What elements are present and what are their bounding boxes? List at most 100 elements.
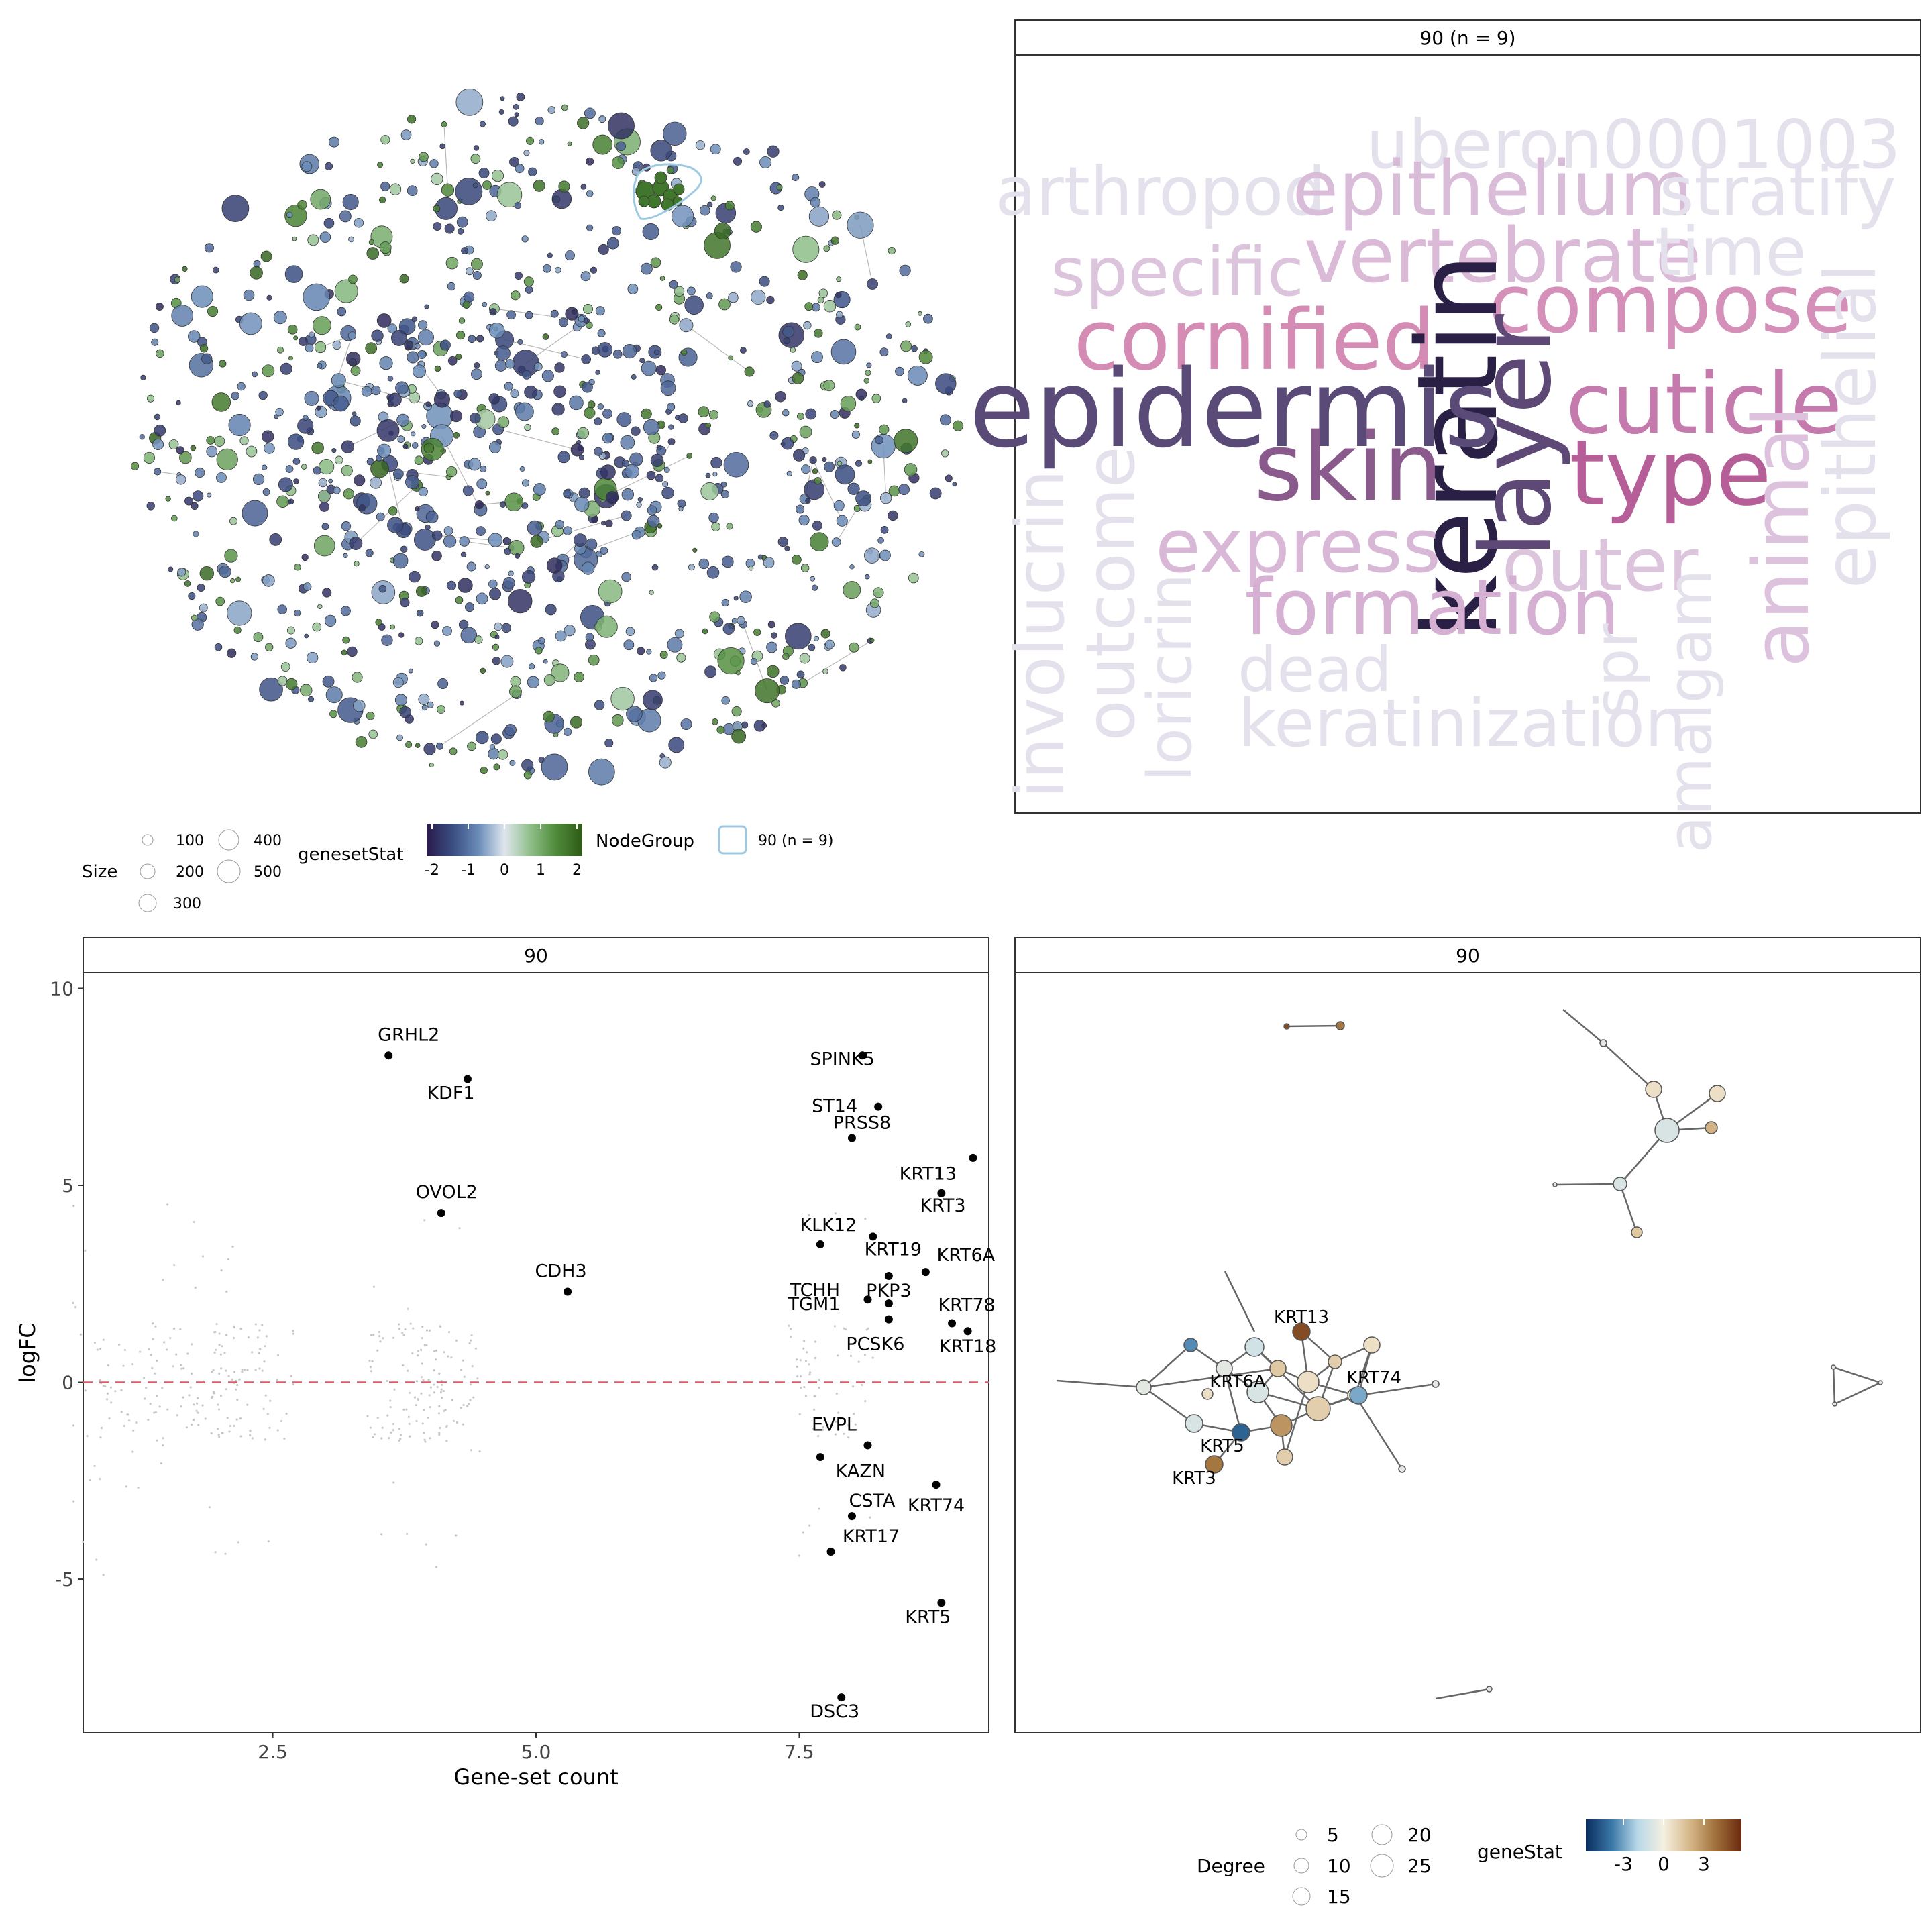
wordcloud-word: outer	[1501, 522, 1699, 608]
geneset-node	[796, 670, 805, 679]
geneset-node	[657, 523, 663, 529]
geneset-node	[370, 459, 389, 478]
background-point	[235, 1388, 237, 1391]
gene-node	[1645, 1081, 1662, 1098]
background-point	[225, 1334, 228, 1336]
background-point	[423, 1344, 426, 1346]
geneset-node	[490, 733, 502, 745]
y-tick-label: 10	[50, 977, 74, 1000]
network-edge	[498, 429, 578, 451]
background-point	[476, 1377, 479, 1380]
background-point	[74, 1305, 77, 1309]
geneset-node	[439, 143, 445, 150]
geneset-node	[253, 632, 264, 643]
geneset-node	[581, 354, 592, 364]
background-point	[264, 1394, 267, 1397]
geneset-node	[504, 382, 513, 391]
background-point	[470, 1334, 473, 1337]
gene-point	[437, 1209, 445, 1218]
geneset-node	[285, 678, 298, 690]
background-point	[468, 1403, 470, 1405]
geneset-node	[455, 596, 464, 604]
wordcloud-word: vertebrate	[1304, 213, 1702, 300]
background-point	[847, 1424, 850, 1427]
geneset-node	[741, 721, 749, 729]
background-point	[423, 1409, 425, 1411]
colorbar-tick-label: 0	[500, 862, 509, 879]
geneset-node	[818, 181, 826, 188]
background-point	[86, 1435, 89, 1438]
geneset-node	[206, 445, 218, 458]
size-label-200: 200	[176, 864, 204, 881]
geneset-node	[443, 535, 457, 548]
geneset-node	[649, 674, 658, 682]
geneset-node	[908, 572, 919, 584]
geneset-node	[602, 433, 613, 444]
geneset-node	[165, 496, 171, 502]
background-point	[153, 1411, 156, 1414]
background-point	[424, 1440, 427, 1443]
geneset-node	[708, 410, 719, 420]
geneset-node	[867, 459, 873, 464]
geneset-node	[669, 280, 678, 289]
geneset-node	[455, 177, 483, 205]
geneset-node	[830, 410, 839, 419]
background-point	[857, 1472, 859, 1476]
background-point	[808, 1214, 810, 1216]
geneset-node	[712, 472, 718, 477]
geneset-node	[193, 531, 199, 537]
background-point	[276, 1429, 279, 1432]
geneset-node	[433, 205, 441, 213]
geneset-node	[782, 409, 790, 417]
geneset-node	[413, 529, 436, 551]
wordcloud-word: animal	[1737, 406, 1827, 667]
geneset-node	[744, 366, 755, 377]
gene-point-label: TGM1	[788, 1294, 841, 1315]
background-point	[411, 1352, 414, 1355]
geneset-node	[293, 478, 299, 484]
background-point	[196, 1397, 199, 1399]
geneset-node	[864, 574, 870, 580]
geneset-node	[594, 417, 602, 426]
geneset-node	[504, 724, 517, 736]
geneset-node	[156, 349, 164, 358]
background-point	[399, 1438, 402, 1440]
background-point	[249, 1434, 252, 1436]
geneset-node	[415, 343, 421, 350]
background-point	[276, 1354, 280, 1356]
geneset-node	[564, 625, 576, 637]
background-point	[402, 1408, 405, 1411]
geneset-node	[493, 763, 500, 771]
network-edge	[836, 508, 858, 543]
background-point	[221, 1345, 224, 1348]
geneset-node	[824, 461, 835, 472]
geneset-node	[513, 103, 519, 110]
geneset-node	[368, 239, 375, 246]
background-point	[189, 1386, 192, 1389]
colorbar-tick-label: -2	[425, 862, 439, 879]
background-point	[138, 1350, 142, 1353]
geneset-node	[800, 564, 810, 572]
wordcloud-frame	[1014, 54, 1921, 814]
gene-point	[869, 1232, 877, 1241]
background-point	[370, 1370, 373, 1373]
gene-point	[884, 1272, 893, 1281]
geneset-node	[711, 522, 720, 531]
gene-node	[1283, 1023, 1290, 1030]
background-point	[93, 1341, 97, 1344]
geneset-node	[371, 386, 381, 396]
background-point	[283, 1437, 286, 1440]
geneset-node	[574, 496, 590, 512]
geneset-node	[651, 564, 659, 571]
background-point	[796, 1375, 799, 1378]
geneset-node	[659, 756, 672, 769]
gene-point-label: KRT13	[900, 1164, 957, 1185]
geneset-node	[923, 313, 933, 324]
geneset-node	[368, 729, 378, 739]
geneset-node	[488, 393, 500, 405]
background-point	[421, 1422, 424, 1425]
background-point	[460, 1368, 462, 1371]
background-point	[147, 1419, 150, 1421]
network-edge	[464, 541, 512, 549]
background-point	[390, 1431, 392, 1434]
